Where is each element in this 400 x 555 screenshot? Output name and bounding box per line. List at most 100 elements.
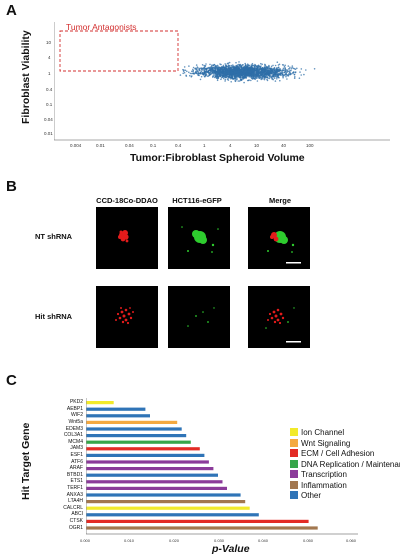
scatter-point [231,71,234,74]
scatter-point [222,77,225,80]
gene-label: ARAF [69,465,83,472]
micrograph-nt-ddao [96,207,158,269]
scatter-point [229,71,231,74]
scatter-point [238,63,240,66]
scatter-point [225,72,228,75]
scatter-point [268,64,270,67]
xtick-a: 100 [306,143,314,148]
scatter-point [246,74,248,77]
scatter-point [252,69,255,72]
xtick-c: 0.050 [303,538,314,543]
bar-ogr1 [86,526,318,530]
scatter-point [293,73,296,76]
scatter-point [225,76,227,79]
panel-a-xlabel: Tumor:Fibroblast Spheroid Volume [130,152,305,164]
scatter-point [203,64,205,67]
scatter-point [230,64,233,67]
scatter-point [215,71,218,74]
scatter-point [210,65,213,67]
bar-wnt5a [86,420,178,424]
scatter-point [198,68,201,70]
scatter-point [284,69,286,72]
panel-c-xlabel: p-Value [212,543,250,555]
scatter-point [200,69,203,71]
scatter-point [251,65,253,67]
scatter-point [225,69,228,72]
scatter-point [305,69,307,71]
scatter-point [267,67,269,70]
scatter-point [275,69,278,71]
xtick-a: 0.4 [175,143,182,148]
scatter-point [230,81,232,83]
bar-chart [86,398,358,535]
legend-label: Ion Channel [301,428,345,437]
merged-cells [267,231,301,264]
scatter-point [230,75,233,77]
gene-label: ABCI [71,511,83,518]
tumor-antagonists-label: Tumor Antagonists [66,22,137,32]
gene-label: ATF6 [71,458,83,465]
scatter-point [191,72,193,75]
scatter-point [241,70,244,73]
ytick-a: 10 [46,40,52,45]
scatter-point [256,69,259,72]
bar-calcrl [86,506,250,510]
scatter-point [238,70,241,73]
scatter-point [236,70,238,73]
scatter-point [246,79,249,82]
scatter-point [282,75,284,78]
scatter-point [293,71,295,73]
scatter-point [262,71,265,74]
scatter-point [212,75,214,77]
scatter-point [235,68,237,70]
scatter-point [225,68,228,70]
legend-swatch [290,491,298,499]
scatter-point [251,78,254,80]
scatter-point [220,66,223,68]
scatter-point [248,64,251,67]
gene-label: Wnt5a [68,419,83,425]
scatter-point [224,63,226,65]
scatter-point [208,66,210,69]
scatter-point [259,77,261,80]
scatter-point [291,65,294,67]
scatter-point [249,66,252,68]
scatter-point [257,64,260,67]
gene-label: TERF1 [67,485,83,491]
scatter-point [224,70,226,73]
scatter-point [219,63,221,65]
scatter-point [192,72,194,75]
scatter-point [245,70,247,73]
scatter-point [242,76,244,78]
scatter-point [229,77,232,80]
scatter-point [198,74,200,77]
legend-item: Wnt Signaling [290,438,350,448]
legend-label: Other [301,491,322,500]
scatter-point [274,64,277,67]
legend-item: Transcription [290,470,347,479]
scatter-point [284,64,286,67]
gene-label: CTSK [69,518,83,524]
scatter-point [251,67,253,69]
scatter-point [284,67,286,70]
scatter-point [210,70,212,72]
xtick-a: 0.1 [150,143,157,148]
scatter-point [209,63,211,66]
scatter-point [245,73,247,75]
scatter-point [271,78,274,80]
scatter-point [278,76,280,79]
scale-bar [286,341,301,343]
scatter-point [217,65,219,68]
scatter-point [205,71,208,74]
row-label-hit: Hit shRNA [35,312,73,321]
gene-label: BTBD1 [66,471,83,478]
xtick-a: 40 [281,143,287,148]
scatter-point [272,68,275,70]
legend-swatch [290,480,298,489]
scatter-point [235,61,237,64]
xtick-c: 0.020 [169,538,180,543]
scatter-point [236,65,238,68]
scatter-point [282,67,285,70]
scatter-point [199,69,201,72]
gene-label: JAM3 [70,445,83,452]
